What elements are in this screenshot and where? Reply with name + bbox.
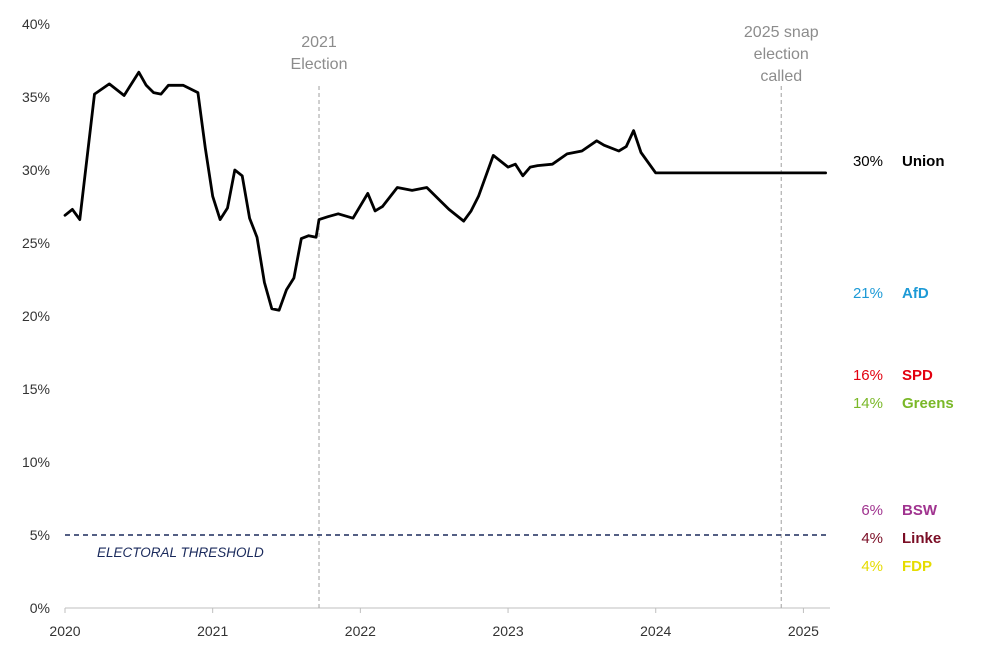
end-label-value-fdp: 4% [861,558,883,575]
y-tick-label: 40% [22,16,50,32]
end-label-value-union: 30% [853,153,883,170]
end-label-name-greens: Greens [902,395,954,412]
y-tick-label: 30% [22,162,50,178]
y-tick-label: 10% [22,454,50,470]
annotation-text: 2021 [301,34,337,51]
x-tick-label: 2020 [49,623,80,639]
end-label-name-bsw: BSW [902,502,938,519]
end-labels: 30% Union 21% AfD 16% SPD 14% Greens 6% BSW 4% Link… [853,153,954,575]
end-label-name-linke: Linke [902,530,941,547]
y-tick-label: 35% [22,89,50,105]
y-tick-label: 20% [22,308,50,324]
threshold: ELECTORAL THRESHOLD [65,534,830,560]
y-tick-label: 5% [30,527,50,543]
annotations: 2021 Election 2025 snap election called [291,24,819,608]
annotation-text: Election [291,56,348,73]
end-label-value-greens: 14% [853,395,883,412]
end-label-value-linke: 4% [861,530,883,547]
y-tick-label: 15% [22,381,50,397]
end-label-name-spd: SPD [902,367,933,384]
series-line-union [63,70,827,312]
y-tick-label: 0% [30,600,50,616]
x-tick-label: 2025 [788,623,819,639]
y-tick-label: 25% [22,235,50,251]
end-label-value-afd: 21% [853,285,883,302]
x-tick-label: 2022 [345,623,376,639]
end-label-value-bsw: 6% [861,502,883,519]
x-tick-label: 2021 [197,623,228,639]
annotation-text: election [754,46,809,63]
series [63,70,827,312]
x-tick-label: 2023 [492,623,523,639]
end-label-name-afd: AfD [902,285,929,302]
y-axis: 0% 5% 10% 15% 20% 25% 30% 35% 40% [22,16,50,616]
end-label-name-fdp: FDP [902,558,932,575]
end-label-value-spd: 16% [853,367,883,384]
x-axis: 2020 2021 2022 2023 2024 2025 [49,607,830,639]
threshold-label: ELECTORAL THRESHOLD [97,545,264,560]
x-tick-label: 2024 [640,623,671,639]
annotation-text: 2025 snap [744,24,819,41]
end-label-name-union: Union [902,153,945,170]
annotation-text: called [760,68,802,85]
